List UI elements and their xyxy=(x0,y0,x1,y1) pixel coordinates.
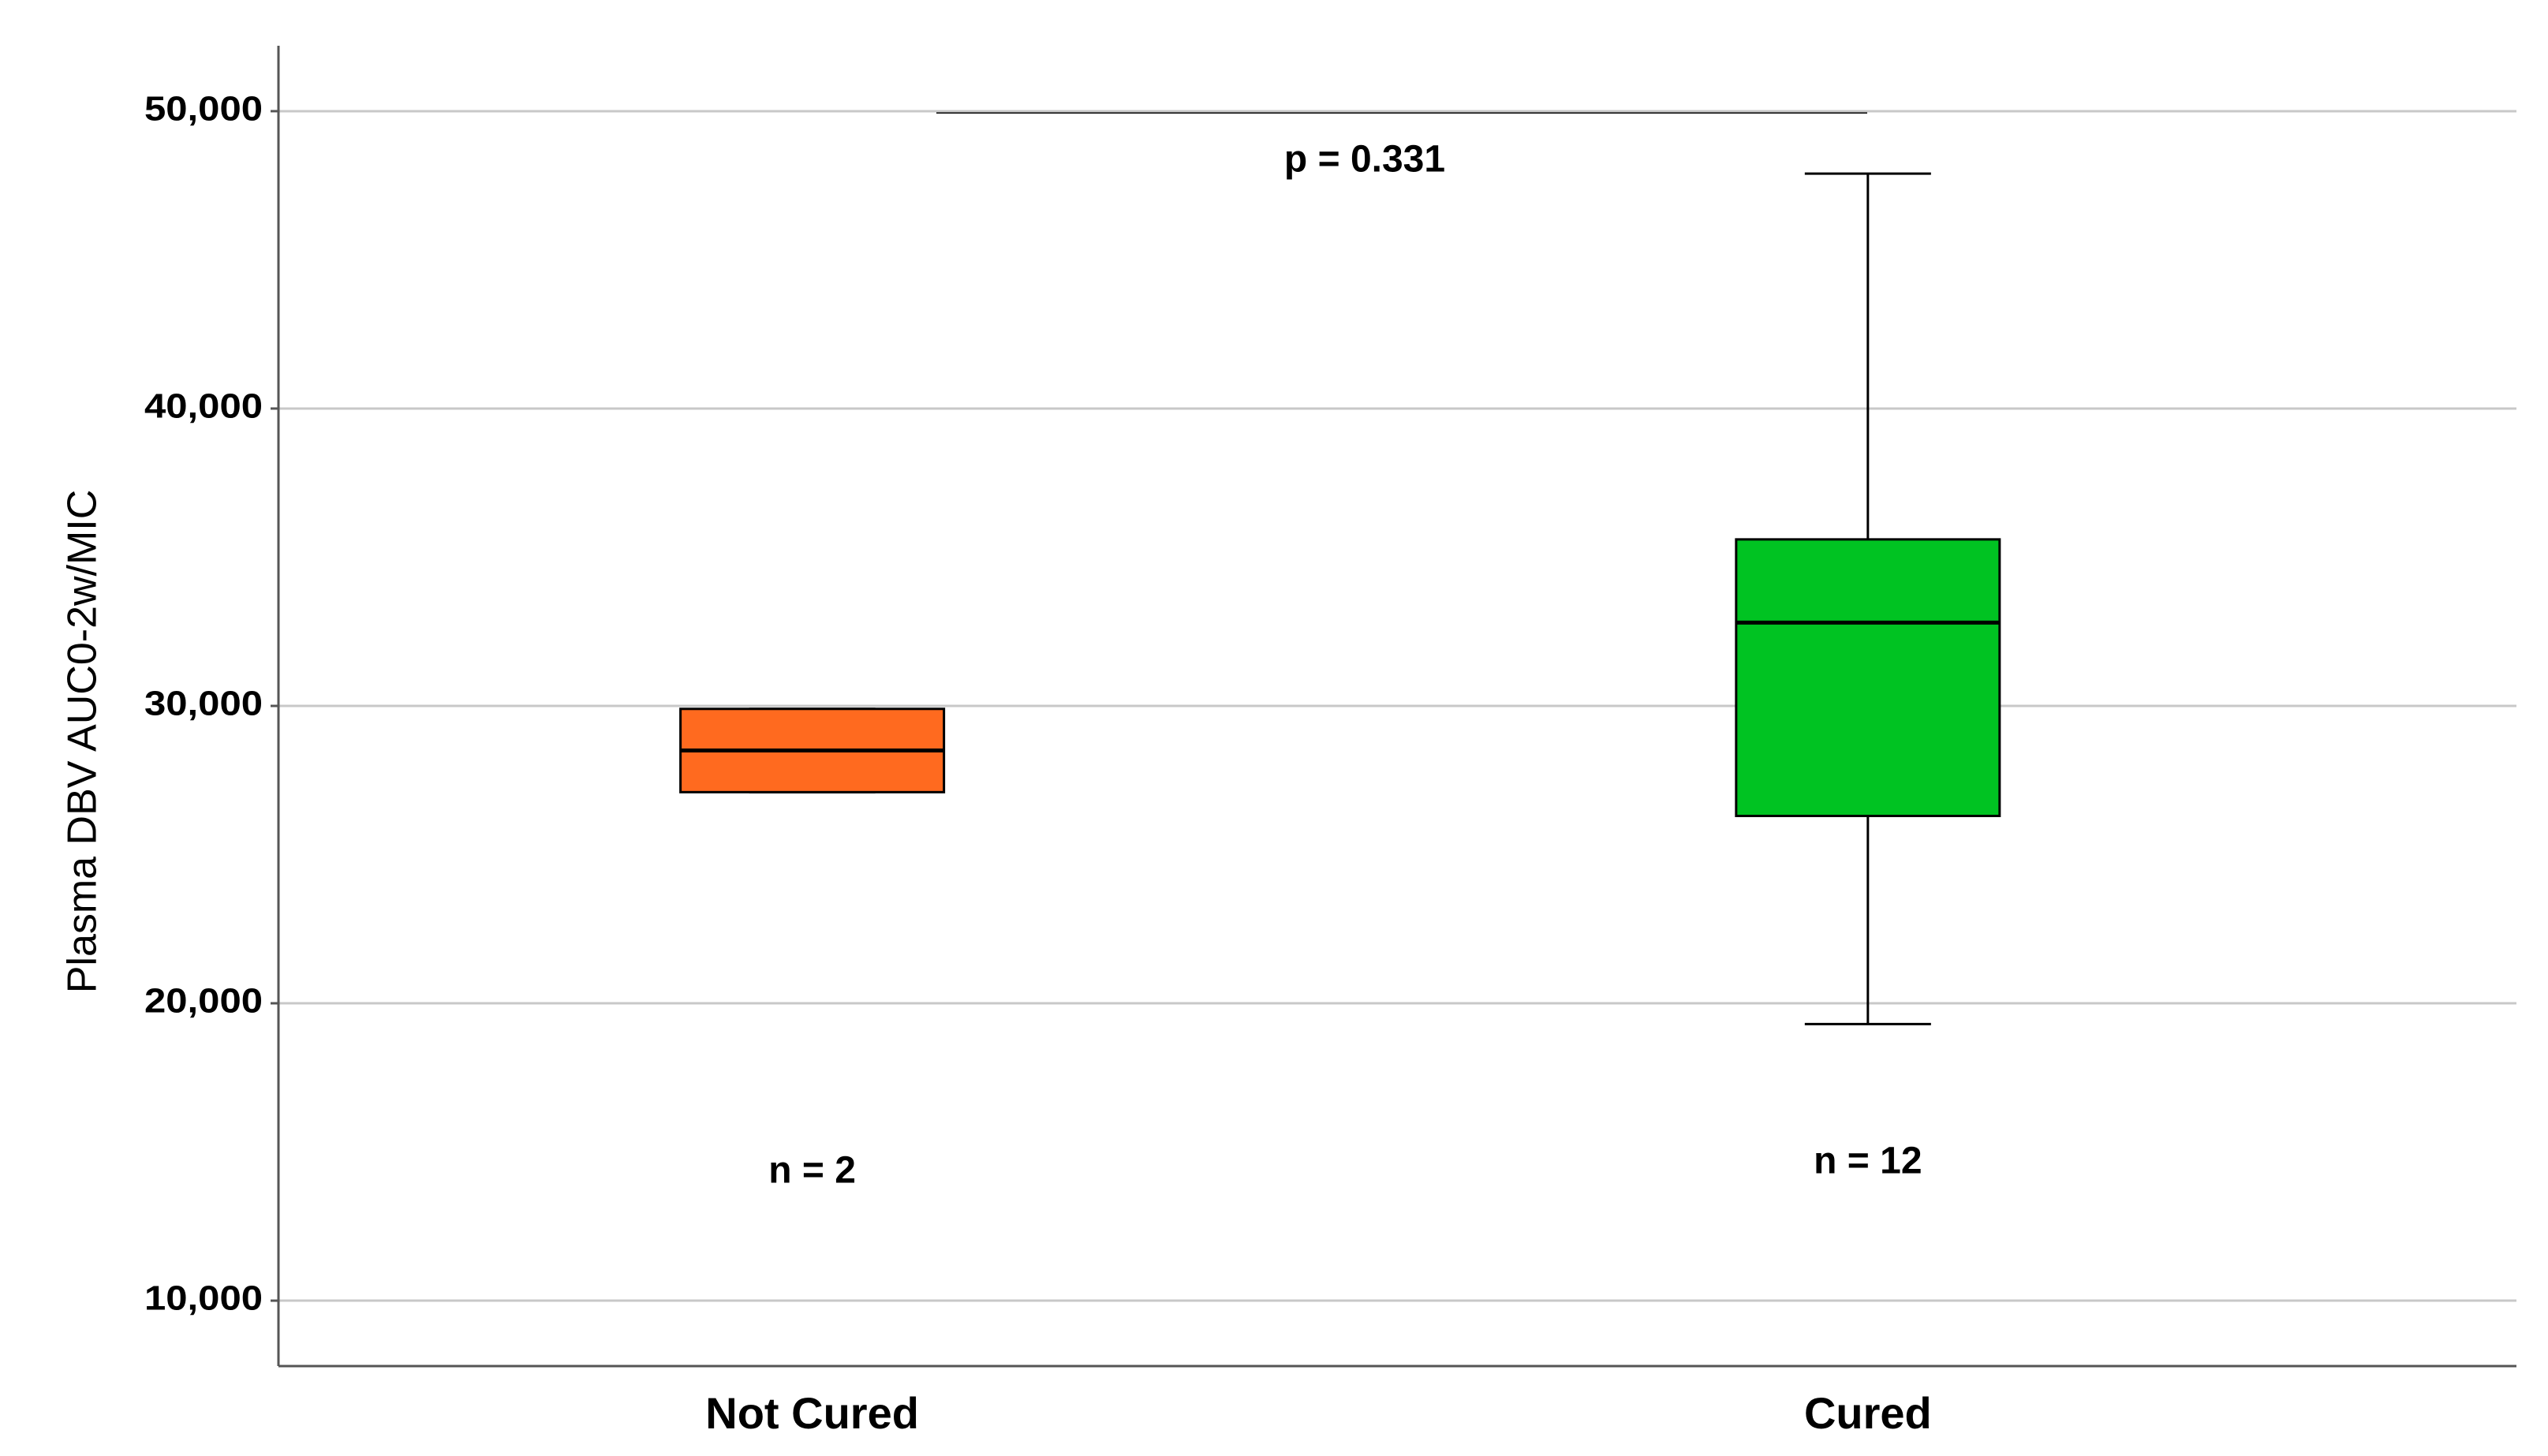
n-label: n = 12 xyxy=(1814,1141,1922,1182)
y-tick-label: 20,000 xyxy=(144,982,263,1021)
box xyxy=(1735,538,2001,817)
y-axis-label: Plasma DBV AUC0-2w/MIC xyxy=(60,490,106,994)
x-tick-label: Cured xyxy=(1804,1388,1932,1438)
annotation: p = 0.331 xyxy=(1284,139,1445,181)
y-tick-label: 40,000 xyxy=(144,387,263,426)
y-tick-label: 30,000 xyxy=(144,685,263,723)
n-label: n = 2 xyxy=(768,1150,856,1192)
x-tick-label: Not Cured xyxy=(705,1388,919,1438)
y-tick-label: 50,000 xyxy=(144,90,263,129)
y-tick-label: 10,000 xyxy=(144,1279,263,1318)
